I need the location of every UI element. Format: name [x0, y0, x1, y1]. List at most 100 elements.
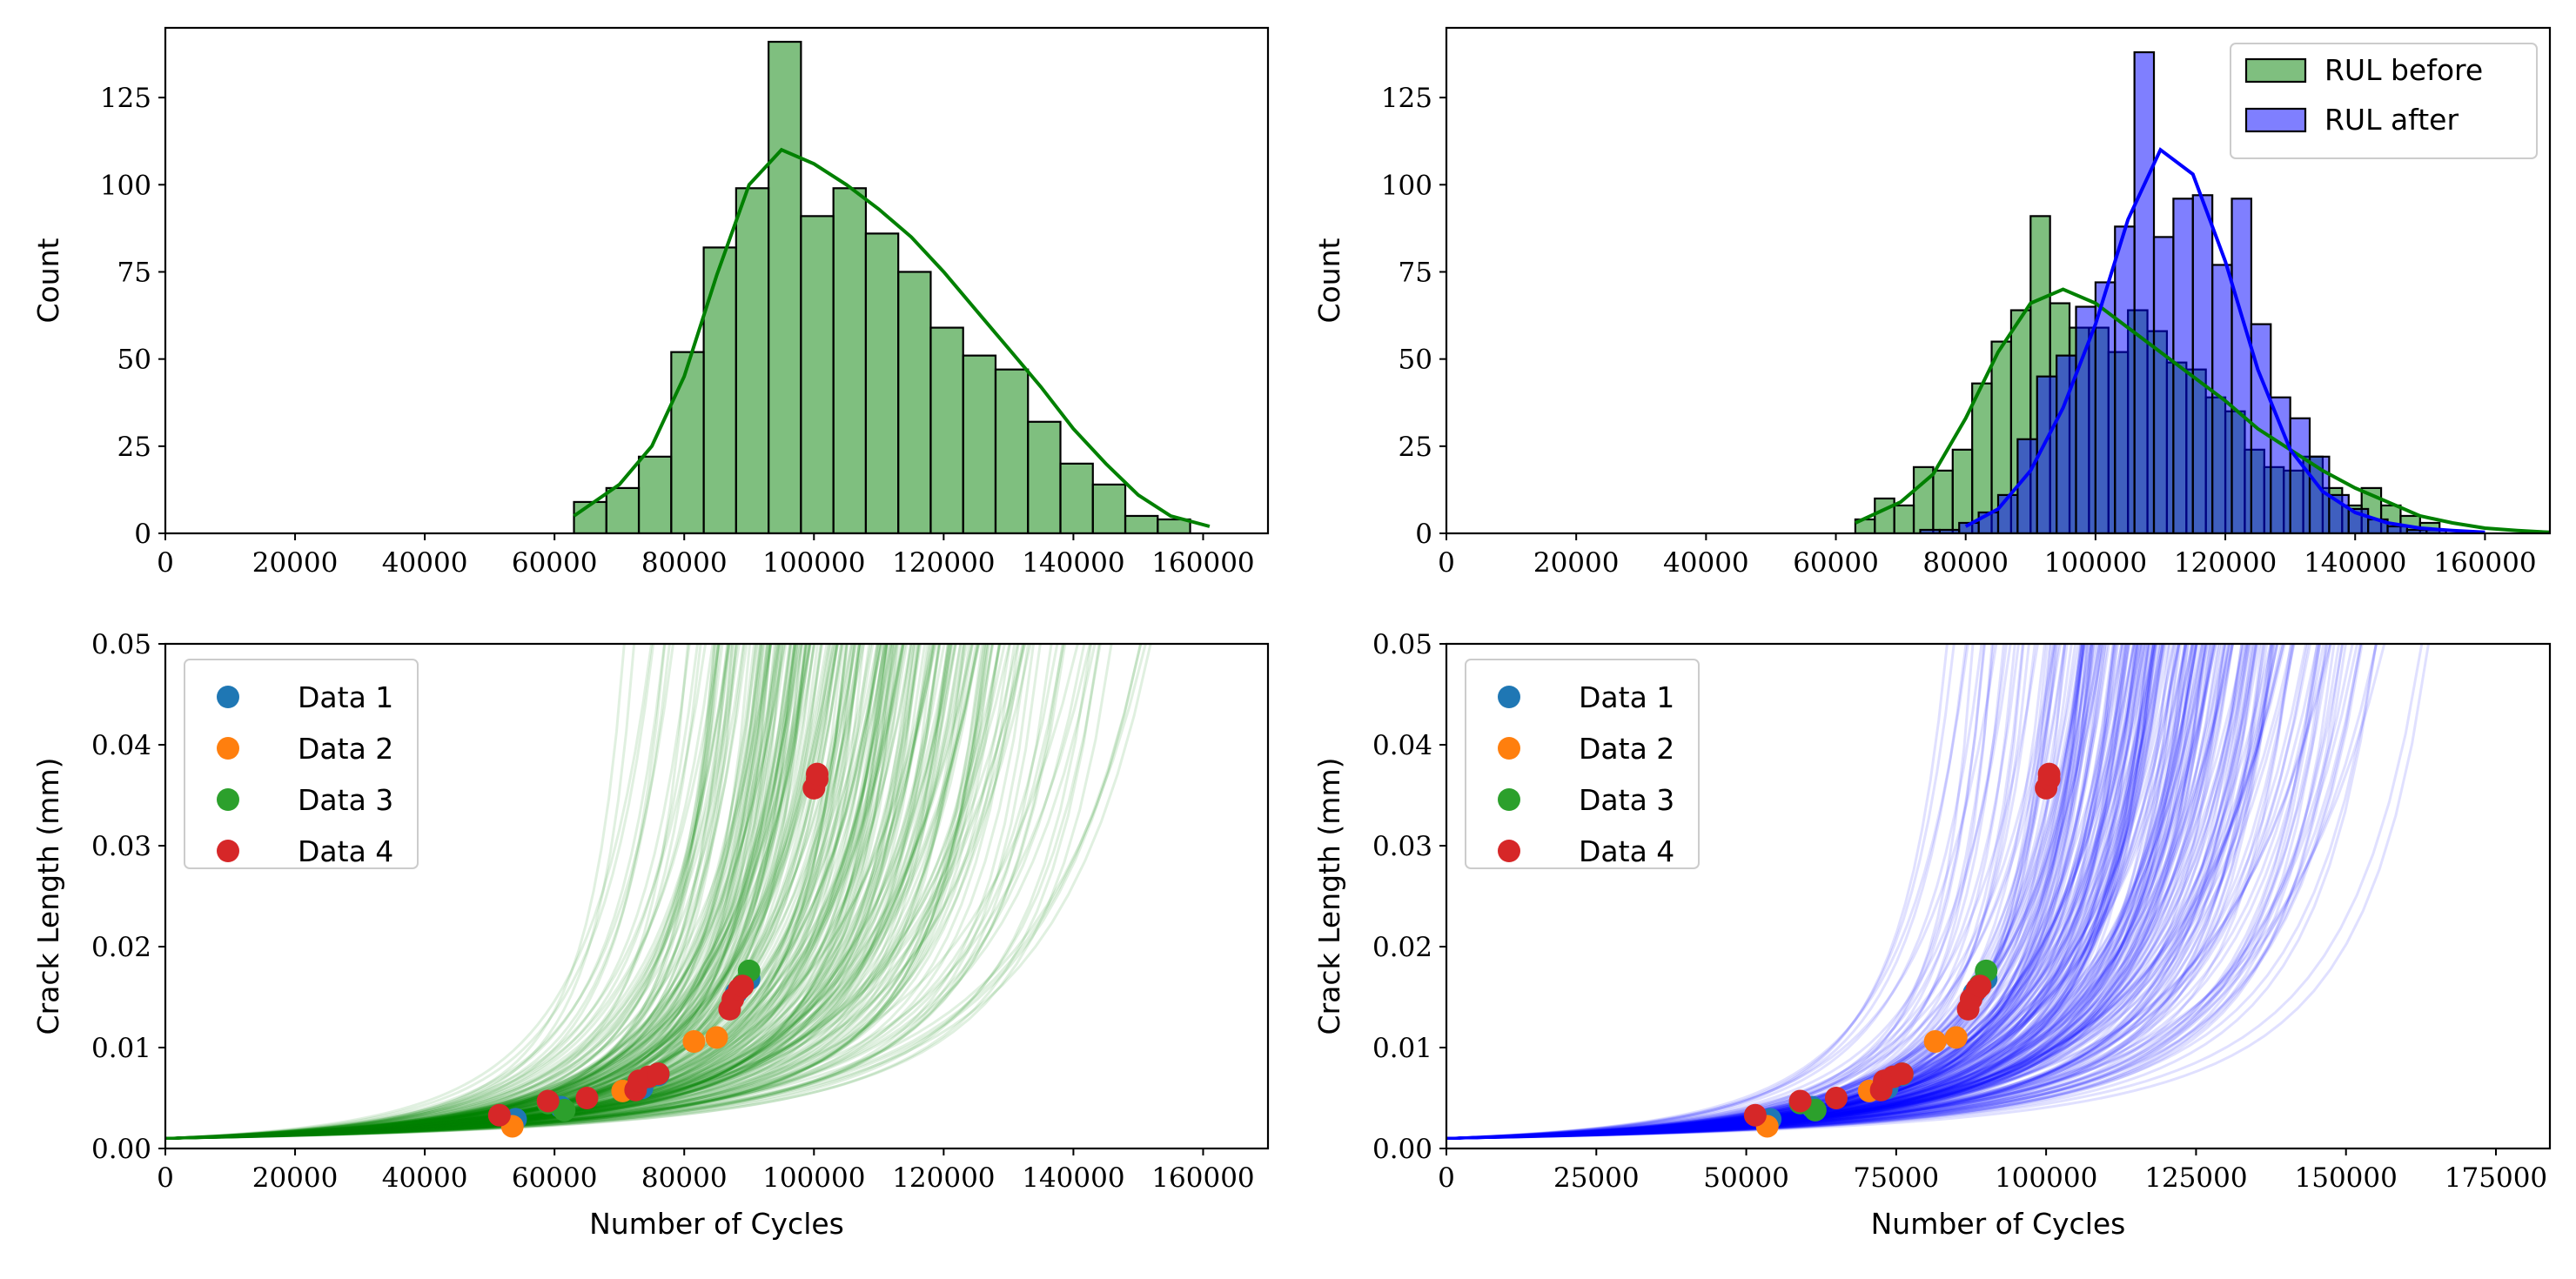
- crack-growth-curve: [165, 644, 729, 1140]
- crack-growth-curve: [165, 644, 916, 1140]
- crack-growth-curve: [165, 644, 721, 1140]
- histogram-bar: [2270, 396, 2291, 533]
- crack-growth-curve: [1446, 644, 2130, 1140]
- crack-growth-curve: [165, 644, 941, 1140]
- crack-growth-curve: [1446, 644, 2208, 1140]
- crack-growth-curve: [1446, 644, 2310, 1140]
- crack-growth-curve: [165, 644, 1091, 1140]
- crack-growth-curve: [165, 644, 927, 1140]
- crack-growth-curve: [165, 644, 1113, 1140]
- crack-growth-curve: [1446, 644, 2030, 1140]
- crack-growth-curve: [1446, 644, 2252, 1140]
- crack-growth-curve: [1446, 644, 1996, 1140]
- legend-label: Data 2: [298, 732, 393, 766]
- crack-growth-curve: [165, 644, 797, 1140]
- y-tick-label: 0.01: [1372, 1033, 1432, 1064]
- crack-growth-curve: [165, 644, 898, 1140]
- crack-growth-curve: [165, 644, 995, 1140]
- crack-growth-curve: [165, 644, 674, 1140]
- data-point: [1923, 1030, 1947, 1054]
- crack-growth-curve: [165, 644, 802, 1140]
- crack-growth-curve: [1446, 644, 2217, 1140]
- crack-growth-curve: [1446, 644, 2285, 1140]
- y-tick-label: 25: [1399, 432, 1432, 463]
- crack-growth-curve: [165, 644, 666, 1140]
- crack-growth-curve: [1446, 644, 2341, 1140]
- histogram-bar: [2114, 225, 2136, 533]
- histogram-bar: [2016, 438, 2038, 533]
- legend-label: Data 3: [298, 783, 393, 817]
- crack-growth-curve: [165, 644, 699, 1140]
- crack-growth-curve: [165, 644, 776, 1140]
- legend: RUL before RUL after: [2230, 43, 2538, 159]
- x-tick-label: 125000: [2144, 1162, 2247, 1194]
- crack-growth-curve: [1446, 644, 2024, 1140]
- crack-growth-curve: [1446, 644, 2150, 1140]
- crack-growth-curve: [1446, 644, 2430, 1140]
- crack-growth-curve: [1446, 644, 2234, 1140]
- crack-growth-curve: [1446, 644, 2269, 1140]
- crack-growth-curve: [165, 644, 787, 1140]
- crack-growth-curve: [1446, 644, 2308, 1140]
- crack-growth-curve: [165, 644, 1027, 1140]
- crack-growth-curve: [165, 644, 1011, 1140]
- crack-growth-curve: [165, 644, 990, 1140]
- crack-growth-curve: [165, 644, 895, 1140]
- crack-growth-curve: [1446, 644, 2130, 1140]
- crack-growth-curve: [165, 644, 1002, 1140]
- crack-growth-curve: [165, 644, 1001, 1140]
- crack-growth-curve: [1446, 644, 2251, 1140]
- legend-marker: [217, 788, 239, 811]
- crack-growth-curve: [1446, 644, 2005, 1140]
- y-tick-label: 0.03: [1372, 831, 1432, 862]
- crack-growth-curve: [165, 644, 769, 1140]
- crack-growth-curve: [165, 644, 1064, 1140]
- crack-growth-curve: [165, 644, 745, 1140]
- crack-growth-curve: [1446, 644, 2143, 1140]
- crack-growth-curve: [165, 644, 762, 1140]
- crack-growth-curve: [1446, 644, 2227, 1140]
- crack-growth-curve: [165, 644, 781, 1140]
- crack-growth-curve: [1446, 644, 2378, 1140]
- crack-growth-curve: [165, 644, 716, 1140]
- y-axis-label: Crack Length (mm): [31, 758, 65, 1035]
- crack-growth-curve: [1446, 644, 2137, 1140]
- crack-growth-curve: [165, 644, 746, 1140]
- histogram-bar: [2152, 236, 2175, 533]
- crack-growth-curve: [165, 644, 792, 1140]
- crack-growth-curve: [1446, 644, 2311, 1140]
- crack-growth-curve: [165, 644, 811, 1140]
- crack-growth-curve: [165, 644, 953, 1140]
- crack-growth-curve: [165, 644, 773, 1140]
- histogram-bar: [1027, 420, 1062, 533]
- crack-growth-curve: [1446, 644, 2250, 1140]
- histogram-bar: [1874, 497, 1895, 533]
- crack-growth-curve: [165, 644, 772, 1140]
- crack-growth-curve: [165, 644, 756, 1140]
- legend-marker: [1498, 840, 1520, 862]
- legend-label: Data 4: [1579, 834, 1674, 868]
- crack-growth-curve: [1446, 644, 2285, 1140]
- crack-growth-curve: [165, 644, 907, 1140]
- data-point: [1824, 1087, 1848, 1109]
- crack-growth-curve: [165, 644, 735, 1140]
- data-point: [1788, 1089, 1812, 1113]
- crack-growth-curve: [165, 644, 816, 1140]
- crack-growth-curve: [165, 644, 773, 1140]
- x-tick-label: 50000: [1703, 1162, 1789, 1194]
- crack-growth-curve: [1446, 644, 2150, 1140]
- crack-growth-curve: [1446, 644, 2130, 1140]
- data-point: [806, 762, 829, 786]
- crack-growth-curve: [1446, 644, 2139, 1140]
- data-point: [575, 1087, 599, 1109]
- crack-growth-curve: [165, 644, 738, 1140]
- crack-growth-curve: [165, 644, 942, 1140]
- crack-growth-curve: [165, 644, 721, 1140]
- crack-growth-curve: [165, 644, 912, 1140]
- y-tick-label: 0.00: [1372, 1134, 1432, 1165]
- histogram-bar: [1059, 462, 1094, 533]
- crack-growth-curve: [165, 644, 1001, 1140]
- crack-growth-curve: [1446, 644, 2127, 1140]
- legend-marker: [1498, 686, 1520, 708]
